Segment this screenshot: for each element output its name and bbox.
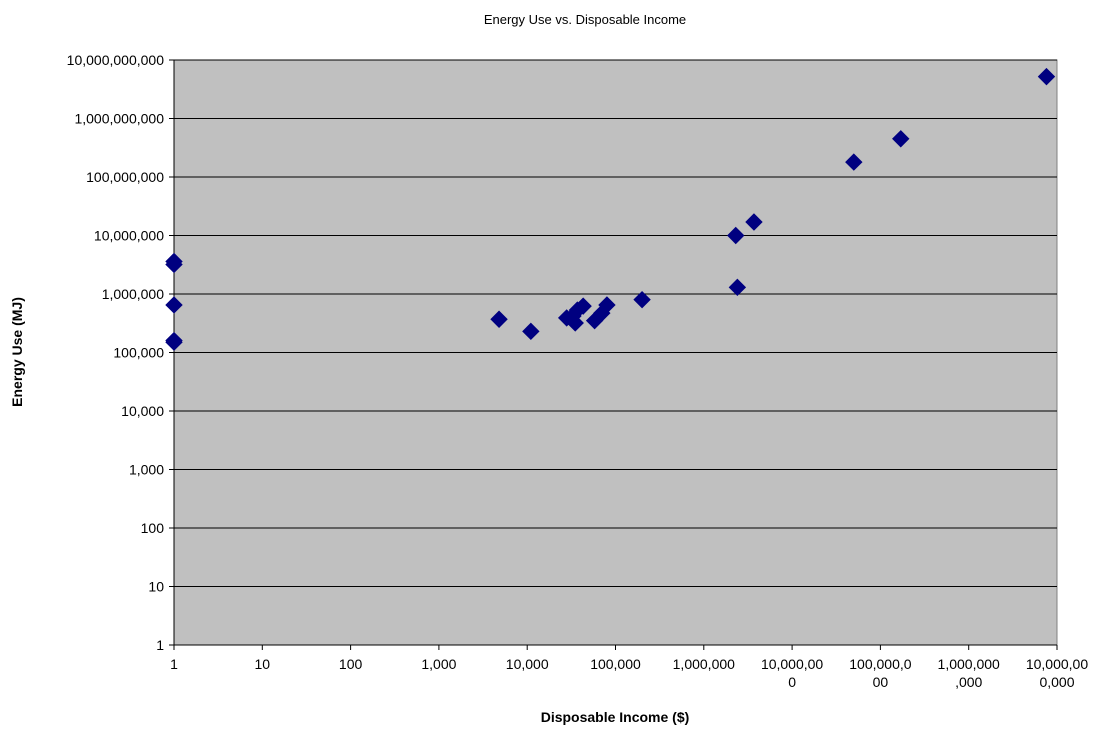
data-point [745, 213, 763, 231]
x-tick-label: 100,000 [590, 656, 641, 672]
data-point [727, 226, 745, 245]
x-tick-label: 10,000,00 0,000 [1026, 656, 1088, 690]
y-tick-label: 10,000,000 [94, 228, 164, 244]
y-tick-label: 100,000,000 [86, 169, 164, 185]
data-point [574, 297, 592, 315]
chart-title: Energy Use vs. Disposable Income [484, 12, 686, 27]
y-tick-label: 10,000,000,000 [67, 52, 165, 68]
data-point [165, 296, 183, 314]
data-point [522, 322, 540, 341]
y-tick-label: 10,000 [121, 403, 164, 419]
y-tick-label: 1 [156, 637, 164, 653]
x-tick-label: 1 [170, 656, 178, 672]
y-tick-label: 100,000 [113, 345, 164, 361]
data-point [165, 333, 183, 351]
y-tick-label: 10 [148, 579, 164, 595]
y-axis-ticks: 1 10 100 1,000 10,000 100,000 1,000,000 10,000,… [67, 52, 174, 653]
x-tick-label: 1,000,000 [673, 656, 735, 672]
data-point [1037, 67, 1056, 86]
data-point [598, 296, 616, 314]
data-point [490, 310, 508, 328]
y-tick-label: 1,000,000 [102, 286, 164, 302]
x-tick-label: 10,000 [506, 656, 549, 672]
x-axis-title: Disposable Income ($) [541, 709, 690, 725]
grid-lines [173, 59, 1057, 646]
data-point [633, 290, 651, 309]
y-tick-label: 100 [141, 520, 165, 536]
y-tick-label: 1,000,000,000 [74, 111, 164, 127]
y-tick-label: 1,000 [129, 462, 164, 478]
data-point [845, 153, 863, 171]
data-point [165, 252, 183, 271]
data-markers [165, 67, 1056, 351]
x-axis-ticks: 1 10 100 1,000 10,000 100,000 1,000,000 10,000,… [170, 645, 1088, 690]
x-tick-label: 1,000 [421, 656, 456, 672]
data-point [892, 130, 910, 148]
x-tick-label: 100 [339, 656, 363, 672]
data-point [728, 278, 747, 297]
x-tick-label: 1,000,000,000 [938, 656, 1000, 690]
x-tick-label: 100,000,0 00 [849, 656, 911, 690]
x-tick-label: 10 [255, 656, 271, 672]
data-point [566, 314, 584, 332]
y-axis-title: Energy Use (MJ) [9, 297, 25, 407]
x-tick-label: 10,000,00 0 [761, 656, 823, 690]
